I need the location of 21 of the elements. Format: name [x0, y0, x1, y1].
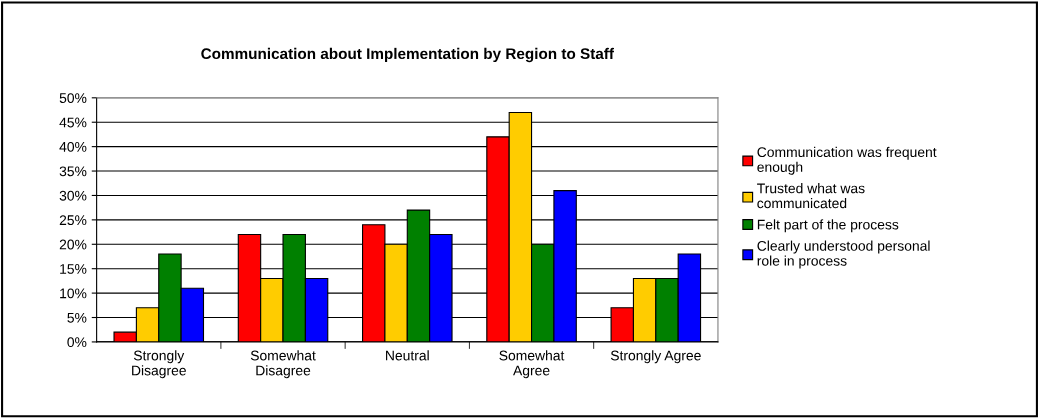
x-tick-label: Somewhat Disagree	[250, 350, 316, 379]
legend-label: Trusted what was communicated	[757, 183, 865, 209]
y-tick-label: 15%	[60, 264, 87, 274]
x-tick-label: Neutral	[386, 350, 429, 361]
legend-label: Clearly understood personal role in process	[757, 240, 930, 269]
legend-label: Felt part of the process	[757, 219, 899, 233]
x-tick-label: Somewhat Agree	[499, 350, 565, 379]
x-tick-label: Strongly Agree	[610, 350, 701, 364]
legend-label: Communication was frequent enough	[757, 146, 937, 175]
y-tick-label: 40%	[59, 141, 87, 152]
y-tick-label: 5%	[67, 312, 87, 323]
y-tick-label: 45%	[59, 117, 87, 128]
y-tick-label: 0%	[67, 337, 87, 348]
y-tick-label: 50%	[59, 93, 87, 103]
y-tick-label: 20%	[59, 239, 87, 250]
y-tick-label: 25%	[59, 215, 87, 226]
x-tick-label: Strongly Disagree	[132, 350, 186, 379]
y-tick-label: 30%	[59, 190, 87, 201]
chart-title: Communication about Implementation by Region to Staff	[201, 47, 615, 63]
y-tick-label: 10%	[60, 288, 87, 299]
y-tick-label: 35%	[59, 166, 87, 177]
